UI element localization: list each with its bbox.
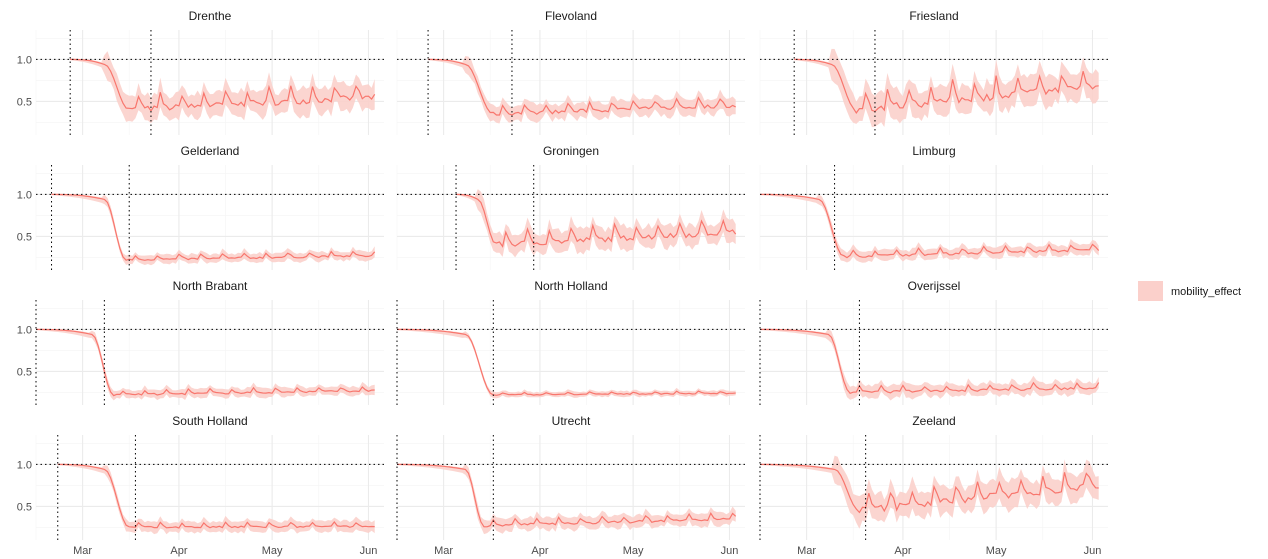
mobility-effect-line [794,58,1099,114]
x-tick-label: Apr [894,545,911,557]
confidence-band [428,56,736,124]
panel-north-brabant: North Brabant 0.5 1.0 [17,279,384,405]
legend-key [1138,281,1163,301]
x-tick-label: Mar [797,545,816,557]
confidence-band [36,329,375,401]
mobility-effect-line [760,328,1100,395]
y-tick-label: 0.5 [17,366,32,378]
panel-limburg: Limburg [759,144,1108,270]
y-tick-label: 1.0 [17,189,32,201]
panel-overijssel: Overijssel [759,279,1108,405]
x-tick-label: Jun [1084,545,1102,557]
y-tick-label: 1.0 [17,54,32,66]
y-tick-label: 0.5 [17,231,32,243]
x-tick-label: Mar [434,545,453,557]
panel-title: Drenthe [189,9,232,23]
y-tick-label: 1.0 [17,324,32,336]
x-tick-label: Jun [360,545,378,557]
y-tick-label: 1.0 [17,459,32,471]
confidence-band [397,329,736,399]
mobility-effect-line [51,193,376,261]
x-tick-label: May [986,545,1007,557]
y-tick-label: 0.5 [17,501,32,513]
panel-flevoland: Flevoland [396,9,745,135]
mobility-effect-line [397,463,737,528]
y-tick-label: 0.5 [17,96,32,108]
panel-title: North Holland [534,279,607,293]
panel-utrecht: Utrecht Mar Apr May Jun [396,414,745,557]
panel-title: Gelderland [181,144,240,158]
mobility-effect-line [36,328,375,397]
panel-zeeland: Zeeland Mar Apr May Jun [759,414,1108,557]
panel-title: South Holland [172,414,247,428]
mobility-effect-line [760,463,1099,514]
x-tick-label: May [262,545,283,557]
panel-title: Flevoland [545,9,597,23]
panel-north-holland: North Holland [396,279,745,405]
mobility-effect-line [57,463,375,529]
panel-title: Limburg [912,144,955,158]
panel-south-holland: South Holland 0.5 1.0 Mar Apr May Jun [17,414,384,557]
confidence-band [57,464,375,535]
panel-title: North Brabant [173,279,248,293]
panel-title: Friesland [909,9,958,23]
panel-groningen: Groningen [396,144,745,270]
mobility-effect-line [760,193,1100,259]
x-tick-label: Apr [531,545,548,557]
confidence-band [70,51,375,124]
x-tick-label: Apr [170,545,187,557]
panel-title: Groningen [543,144,599,158]
confidence-band [760,194,1099,263]
panel-drenthe: Drenthe 0.5 1.0 [17,9,384,135]
panel-gelderland: Gelderland 0.5 1.0 [17,144,384,270]
legend-label: mobility_effect [1171,286,1241,298]
mobility-effect-line [456,193,737,248]
legend: mobility_effect [1138,281,1241,301]
confidence-band [456,189,736,258]
x-tick-label: Mar [73,545,92,557]
confidence-band [760,455,1099,529]
mobility-effect-line [428,58,736,116]
panel-title: Zeeland [912,414,955,428]
confidence-band [794,48,1099,128]
panel-friesland: Friesland [759,9,1108,135]
panel-title: Utrecht [552,414,591,428]
panel-title: Overijssel [908,279,961,293]
mobility-effect-line [397,328,736,396]
x-tick-label: May [623,545,644,557]
confidence-band [51,194,375,266]
confidence-band [397,464,736,535]
x-tick-label: Jun [721,545,739,557]
mobility-effect-line [70,58,376,112]
